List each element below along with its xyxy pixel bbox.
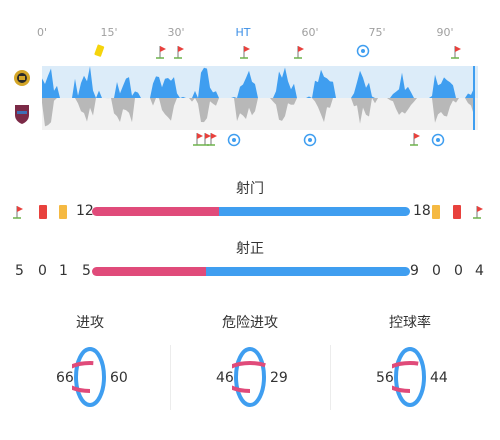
away-momentum-wave xyxy=(42,98,474,127)
attack-title: 进攻 xyxy=(76,315,104,331)
goal-ball-icon xyxy=(227,133,241,147)
tick-30: 30' xyxy=(167,26,185,39)
away-share-arc xyxy=(74,347,106,407)
home-red-cards-count: 0 xyxy=(38,263,47,279)
tick-75: 75' xyxy=(368,26,386,39)
shots-on-target-bar xyxy=(92,267,410,276)
corner-flag-icon xyxy=(207,133,217,146)
away-possession: 44 xyxy=(430,370,448,386)
momentum-chart xyxy=(42,66,478,130)
home-share-arc xyxy=(72,361,108,393)
goal-ball-icon xyxy=(303,133,317,147)
red-card-icon xyxy=(39,205,47,219)
away-red-cards-count: 0 xyxy=(454,263,463,279)
away-share-arc xyxy=(394,347,426,407)
corner-flag-icon xyxy=(193,133,203,146)
home-shots: 12 xyxy=(76,203,94,219)
home-card-icons xyxy=(13,205,67,219)
away-event-markers xyxy=(193,133,445,147)
tick-15: 15' xyxy=(100,26,118,39)
home-team-crest-icon xyxy=(14,70,30,86)
divider xyxy=(330,345,331,410)
corner-flag-icon xyxy=(156,46,166,59)
away-yellow-cards-count: 0 xyxy=(432,263,441,279)
home-yellow-cards-count: 1 xyxy=(59,263,68,279)
yellow-card-icon xyxy=(59,205,67,219)
home-shots-on-target: 5 xyxy=(82,263,91,279)
yellow-card-icon xyxy=(94,44,105,57)
yellow-card-icon xyxy=(432,205,440,219)
home-momentum-band xyxy=(42,66,478,98)
home-dangerous-attack: 46 xyxy=(216,370,234,386)
dangerous-attack-ring xyxy=(232,347,268,407)
corner-flag-icon xyxy=(13,206,23,219)
goal-ball-icon xyxy=(431,133,445,147)
corner-flag-icon xyxy=(410,133,420,146)
tick-halftime: HT xyxy=(235,26,251,39)
away-corners-count: 4 xyxy=(475,263,484,279)
possession-ring xyxy=(392,347,428,407)
corner-flag-icon xyxy=(201,133,211,146)
away-attack: 60 xyxy=(110,370,128,386)
away-sot-fill xyxy=(205,267,410,276)
home-corners-count: 5 xyxy=(15,263,24,279)
attack-ring xyxy=(72,347,108,407)
home-possession: 56 xyxy=(376,370,394,386)
shots-on-target-title: 射正 xyxy=(236,241,264,257)
corner-flag-icon xyxy=(240,46,250,59)
home-share-arc xyxy=(392,361,428,393)
corner-flag-icon xyxy=(451,46,461,59)
away-card-icons xyxy=(432,205,483,219)
dangerous-attack-title: 危险进攻 xyxy=(222,315,278,331)
home-attack: 66 xyxy=(56,370,74,386)
tick-60: 60' xyxy=(301,26,319,39)
away-shots: 18 xyxy=(413,203,431,219)
possession-title: 控球率 xyxy=(389,315,431,331)
corner-flag-icon xyxy=(473,206,483,219)
home-shots-fill xyxy=(92,207,220,216)
away-dangerous-attack: 29 xyxy=(270,370,288,386)
tick-0: 0' xyxy=(36,26,48,39)
corner-flag-icon xyxy=(174,46,184,59)
goal-ball-icon xyxy=(356,44,370,58)
home-momentum-wave xyxy=(42,66,474,98)
away-shots-on-target: 9 xyxy=(410,263,419,279)
red-card-icon xyxy=(453,205,461,219)
corner-flag-icon xyxy=(294,46,304,59)
shots-title: 射门 xyxy=(236,181,264,197)
away-share-arc xyxy=(234,347,266,407)
divider xyxy=(170,345,171,410)
away-team-crest-icon xyxy=(15,105,29,124)
tick-90: 90' xyxy=(436,26,454,39)
home-sot-fill xyxy=(92,267,206,276)
away-shots-fill xyxy=(219,207,410,216)
home-event-markers xyxy=(94,44,461,59)
home-share-arc xyxy=(232,361,268,393)
shots-bar xyxy=(92,207,410,216)
